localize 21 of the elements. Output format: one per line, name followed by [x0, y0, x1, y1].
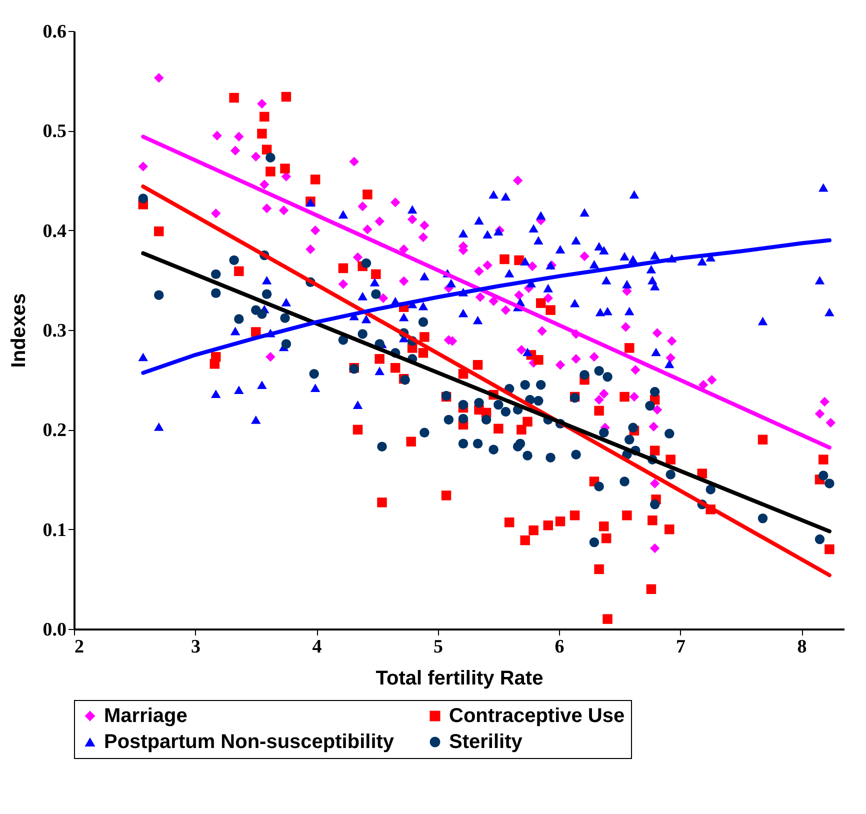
y-tick-label: 0.4 — [42, 220, 67, 242]
legend-label: Postpartum Non-susceptibility — [104, 731, 395, 753]
legend-label: Contraceptive Use — [449, 705, 625, 727]
x-tick-label: 3 — [191, 636, 201, 658]
y-tick-label: 0.5 — [42, 121, 66, 142]
x-tick-label: 5 — [434, 636, 444, 658]
legend-label: Marriage — [104, 705, 188, 727]
y-tick-label: 0.6 — [42, 22, 66, 42]
legend-label: Sterility — [449, 731, 524, 753]
y-tick-label: 0.1 — [42, 520, 66, 541]
x-tick-label: 8 — [797, 636, 807, 658]
y-tick-label: 0.3 — [42, 320, 66, 342]
x-tick-label: 7 — [676, 636, 686, 658]
x-tick-label: 2 — [74, 636, 84, 658]
x-tick-label: 4 — [312, 636, 322, 658]
y-axis-title: Indexes — [8, 293, 30, 368]
y-tick-label: 0.0 — [42, 620, 66, 640]
y-tick-label: 0.2 — [42, 420, 66, 442]
line-series — [141, 238, 832, 375]
x-tick-label: 6 — [554, 636, 564, 658]
x-axis-title: Total fertility Rate — [376, 668, 544, 690]
